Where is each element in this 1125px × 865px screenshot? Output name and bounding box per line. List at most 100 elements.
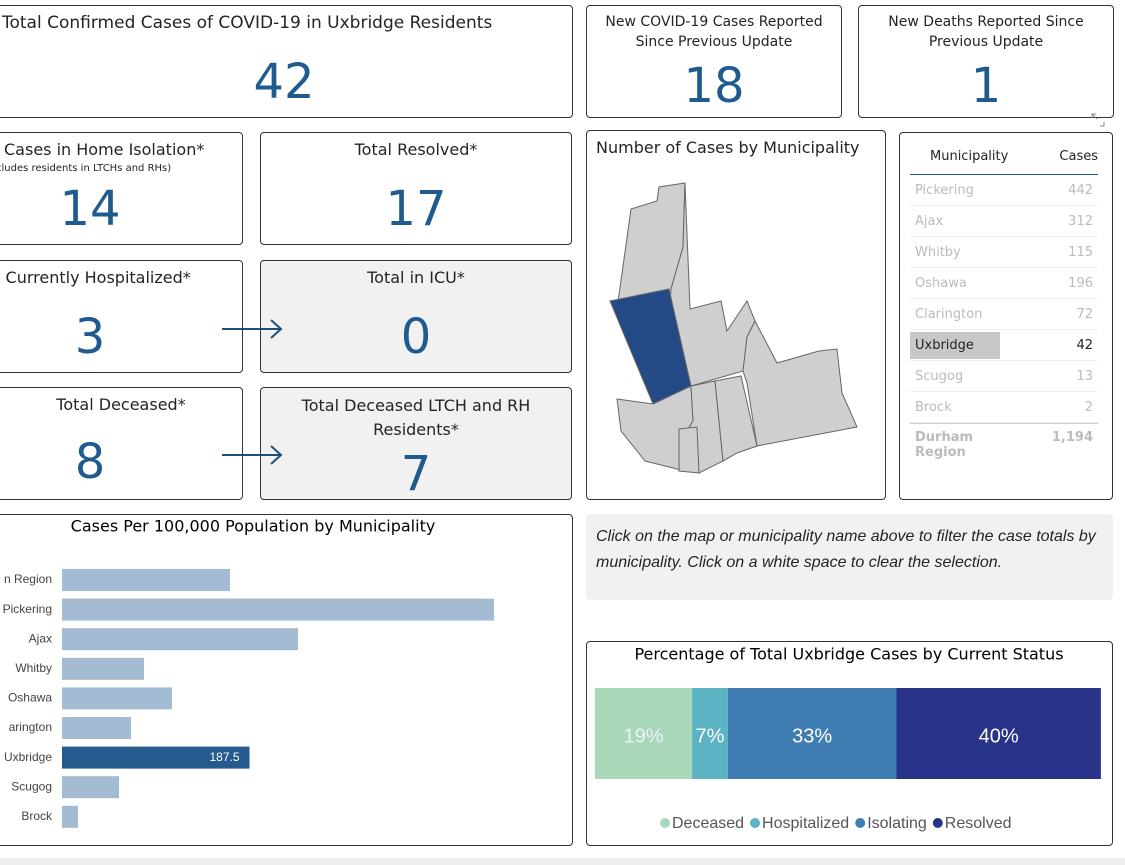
card-title: Total in ICU* (367, 268, 465, 287)
data-label: 187.5 (209, 750, 239, 764)
table-row[interactable]: Brock 2 (910, 392, 1098, 423)
card-value: 17 (385, 181, 447, 237)
region-whitby (714, 375, 758, 462)
card-title: Total Deceased* (56, 395, 186, 414)
legend-marker (750, 818, 761, 828)
card-value: 3 (74, 309, 106, 365)
table-row[interactable]: Ajax 312 (910, 206, 1098, 237)
table-header: Municipality Cases (910, 145, 1098, 175)
legend-label: Hospitalized (762, 815, 849, 832)
data-label: 33% (792, 725, 832, 747)
table-row[interactable]: Uxbridge 42 (910, 330, 1098, 361)
legend-marker (932, 818, 943, 828)
card-title: l Currently Hospitalized* (0, 268, 191, 287)
table-cell: 2 (1084, 399, 1093, 415)
region-small (678, 426, 700, 474)
table-cell: 115 (1068, 244, 1093, 260)
arrows (222, 319, 283, 465)
table-cell: Pickering (915, 182, 974, 198)
card-title: New Deaths Reported Since Previous Updat… (888, 14, 1084, 50)
y-tick-label: Ajax (29, 631, 52, 645)
bar-segment (595, 688, 693, 779)
y-tick-label: Scugog (11, 779, 52, 793)
bar (62, 805, 78, 828)
total-value: 1,194 (1051, 430, 1093, 445)
table-row[interactable]: Oshawa 196 (910, 268, 1098, 299)
card-title: Total Confirmed Cases of COVID-19 in Uxb… (2, 13, 493, 33)
bar (62, 569, 230, 591)
bar (62, 657, 144, 680)
legend-label: Resolved (945, 815, 1012, 832)
stacked-chart: Percentage of Total Uxbridge Cases by Cu… (595, 645, 1101, 832)
bar (62, 717, 131, 739)
chart-title: Cases Per 100,000 Population by Municipa… (71, 517, 436, 536)
y-tick-label: Whitby (15, 661, 52, 675)
table-cell: 442 (1068, 182, 1093, 198)
bar-chart: Cases Per 100,000 Population by Municipa… (3, 517, 494, 828)
table-row[interactable]: Pickering 442 (910, 175, 1098, 206)
card: New COVID-19 Cases Reported Since Previo… (586, 5, 842, 118)
bar (62, 628, 298, 651)
note: Click on the map or municipality name ab… (586, 514, 1113, 600)
table-cell: 13 (1076, 368, 1093, 384)
y-tick-label: Oshawa (8, 691, 52, 705)
card: New Deaths Reported Since Previous Updat… (858, 5, 1114, 118)
card: Total Deceased LTCH and RH Residents* 7 (260, 387, 572, 502)
bar (62, 687, 172, 710)
header-cell: Cases (1059, 149, 1098, 164)
card-value: 0 (400, 309, 432, 365)
arrow (222, 445, 283, 465)
card-value: 14 (59, 181, 121, 237)
bar (62, 746, 250, 769)
legend-label: Isolating (867, 815, 927, 832)
data-label: 19% (624, 725, 664, 747)
card: Total Confirmed Cases of COVID-19 in Uxb… (0, 5, 573, 118)
table-row[interactable]: Clarington 72 (910, 299, 1098, 330)
bar (62, 776, 119, 799)
card-value: 42 (253, 54, 315, 110)
card: Total in ICU* 0 (260, 260, 572, 373)
legend-label: Deceased (672, 815, 744, 832)
data-label: 7% (696, 725, 725, 747)
card-value: 7 (400, 446, 432, 502)
y-tick-label: Pickering (3, 602, 52, 616)
card: Cases in Home Isolation* cludes resident… (0, 132, 243, 245)
table-cell: 196 (1068, 275, 1093, 291)
card-title: Total Resolved* (354, 140, 478, 159)
expand-icon (1091, 113, 1105, 127)
card: Total Resolved* 17 (260, 132, 572, 245)
map-title: Number of Cases by Municipality (596, 138, 860, 157)
y-tick-label: Uxbridge (4, 750, 52, 764)
bar-segment (896, 688, 1101, 779)
table-cell: Uxbridge (910, 331, 1000, 359)
bar (62, 598, 494, 621)
table-cell: Scugog (915, 368, 964, 384)
card-value: 18 (683, 58, 745, 114)
table-cell: Clarington (915, 306, 983, 322)
table-cell: 42 (1076, 337, 1093, 353)
table-cell: 72 (1076, 306, 1093, 322)
arrow (222, 319, 283, 339)
region-clarington (742, 319, 858, 447)
card-title: Total Deceased LTCH and RH Residents* (301, 396, 531, 439)
table-card (899, 132, 1113, 500)
table-cell: 312 (1068, 213, 1093, 229)
card-value: 1 (970, 58, 1002, 114)
table-row[interactable]: Scugog 13 (910, 361, 1098, 392)
card-title: New COVID-19 Cases Reported Since Previo… (605, 14, 823, 50)
table-cell: Whitby (915, 244, 961, 260)
legend-marker (855, 818, 866, 828)
chart-title: Percentage of Total Uxbridge Cases by Cu… (634, 645, 1063, 664)
map (609, 182, 858, 474)
y-tick-label: arington (9, 720, 52, 734)
table-row[interactable]: Whitby 115 (910, 237, 1098, 268)
table-cell: Oshawa (915, 275, 967, 291)
header-cell: Municipality (930, 149, 1009, 164)
card-title: Cases in Home Isolation* (4, 140, 205, 159)
card: l Currently Hospitalized* 3 (0, 260, 243, 373)
table: Municipality Cases Pickering 442 Ajax 312 Wh… (910, 145, 1098, 466)
table-cell: Ajax (915, 213, 944, 229)
card: Total Deceased* 8 (0, 387, 243, 500)
legend-marker (660, 818, 670, 828)
